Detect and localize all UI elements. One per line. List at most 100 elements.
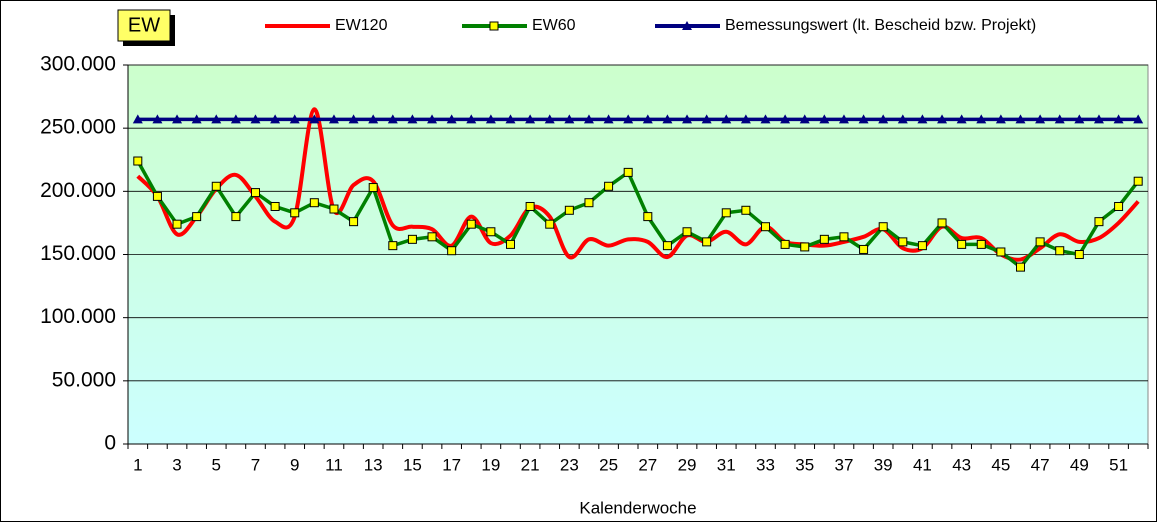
point-marker (485, 114, 496, 124)
point-marker (604, 181, 614, 191)
point-marker (1114, 201, 1124, 211)
legend-label: EW120 (335, 17, 388, 34)
point-marker (1055, 246, 1065, 256)
point-marker (1035, 237, 1045, 247)
point-marker (270, 201, 280, 211)
x-tick-label: 11 (325, 455, 343, 474)
x-tick-label: 43 (952, 455, 971, 474)
x-tick-label: 35 (795, 455, 814, 474)
point-marker (1015, 114, 1026, 124)
point-marker (937, 218, 947, 228)
point-marker (231, 212, 241, 222)
point-marker (1133, 114, 1144, 124)
x-tick-label: 31 (717, 455, 736, 474)
x-tick-label: 33 (756, 455, 775, 474)
point-marker (368, 183, 378, 193)
point-marker (486, 227, 496, 237)
x-tick-label: 47 (1031, 455, 1050, 474)
x-tick-label: 25 (599, 455, 618, 474)
point-marker (761, 222, 770, 232)
series-line (136, 160, 1140, 270)
point-marker (564, 205, 574, 215)
x-axis-label: Kalenderwoche (579, 498, 696, 517)
point-marker (191, 114, 202, 124)
point-marker (858, 114, 869, 124)
point-marker (957, 239, 967, 249)
legend-label: Bemessungswert (lt. Bescheid bzw. Projek… (725, 17, 1036, 34)
point-marker (388, 241, 398, 251)
x-tick-label: 39 (874, 455, 893, 474)
point-marker (1133, 176, 1143, 186)
point-marker (290, 208, 300, 218)
point-marker (348, 114, 359, 124)
point-marker (643, 212, 653, 222)
point-marker (760, 114, 771, 124)
y-tick-label: 0 (104, 432, 116, 455)
point-marker (349, 217, 359, 227)
point-marker (544, 114, 555, 124)
point-marker (1054, 114, 1065, 124)
y-tick-label: 300.000 (40, 53, 116, 76)
point-marker (662, 114, 673, 124)
point-marker (584, 198, 594, 208)
point-marker (976, 114, 987, 124)
point-marker (702, 237, 712, 247)
point-marker (780, 114, 791, 124)
point-marker (800, 242, 810, 252)
x-tick-label: 21 (521, 455, 540, 474)
point-marker (897, 114, 908, 124)
y-tick-label: 100.000 (40, 305, 116, 328)
x-tick-label: 7 (251, 455, 260, 474)
point-marker (446, 114, 457, 124)
point-marker (525, 201, 535, 211)
point-marker (741, 205, 751, 215)
point-marker (466, 114, 477, 124)
point-marker (721, 208, 731, 218)
point-marker (132, 114, 143, 124)
x-tick-label: 15 (403, 455, 422, 474)
point-marker (368, 114, 379, 124)
point-marker (328, 114, 339, 124)
point-marker (1035, 114, 1046, 124)
point-marker (133, 156, 143, 166)
point-marker (838, 114, 849, 124)
point-marker (780, 239, 790, 249)
point-marker (407, 234, 417, 244)
x-tick-label: 45 (991, 455, 1010, 474)
point-marker (583, 114, 594, 124)
x-tick-label: 17 (442, 455, 461, 474)
x-tick-label: 23 (560, 455, 579, 474)
point-marker (898, 237, 908, 247)
point-marker (1113, 114, 1124, 124)
point-marker (230, 114, 241, 124)
point-marker (427, 232, 437, 242)
legend-label: EW60 (532, 17, 576, 34)
point-marker (407, 114, 418, 124)
point-marker (250, 114, 261, 124)
point-marker (603, 114, 614, 124)
x-tick-label: 37 (835, 455, 854, 474)
point-marker (662, 241, 672, 251)
point-marker (289, 114, 300, 124)
x-tick-label: 51 (1109, 455, 1128, 474)
point-marker (917, 114, 928, 124)
y-tick-label: 150.000 (40, 242, 116, 265)
x-tick-label: 49 (1070, 455, 1089, 474)
point-marker (819, 234, 829, 244)
point-marker (505, 114, 516, 124)
point-marker (172, 114, 183, 124)
point-marker (642, 114, 653, 124)
x-tick-label: 27 (638, 455, 657, 474)
point-marker (152, 191, 162, 201)
point-marker (1094, 217, 1104, 227)
point-marker (682, 227, 692, 237)
point-marker (387, 114, 398, 124)
point-marker (270, 114, 281, 124)
point-marker (917, 241, 927, 251)
point-marker (996, 247, 1006, 257)
point-marker (309, 198, 319, 208)
point-marker (466, 219, 476, 229)
point-marker (329, 204, 339, 214)
point-marker (309, 114, 320, 124)
